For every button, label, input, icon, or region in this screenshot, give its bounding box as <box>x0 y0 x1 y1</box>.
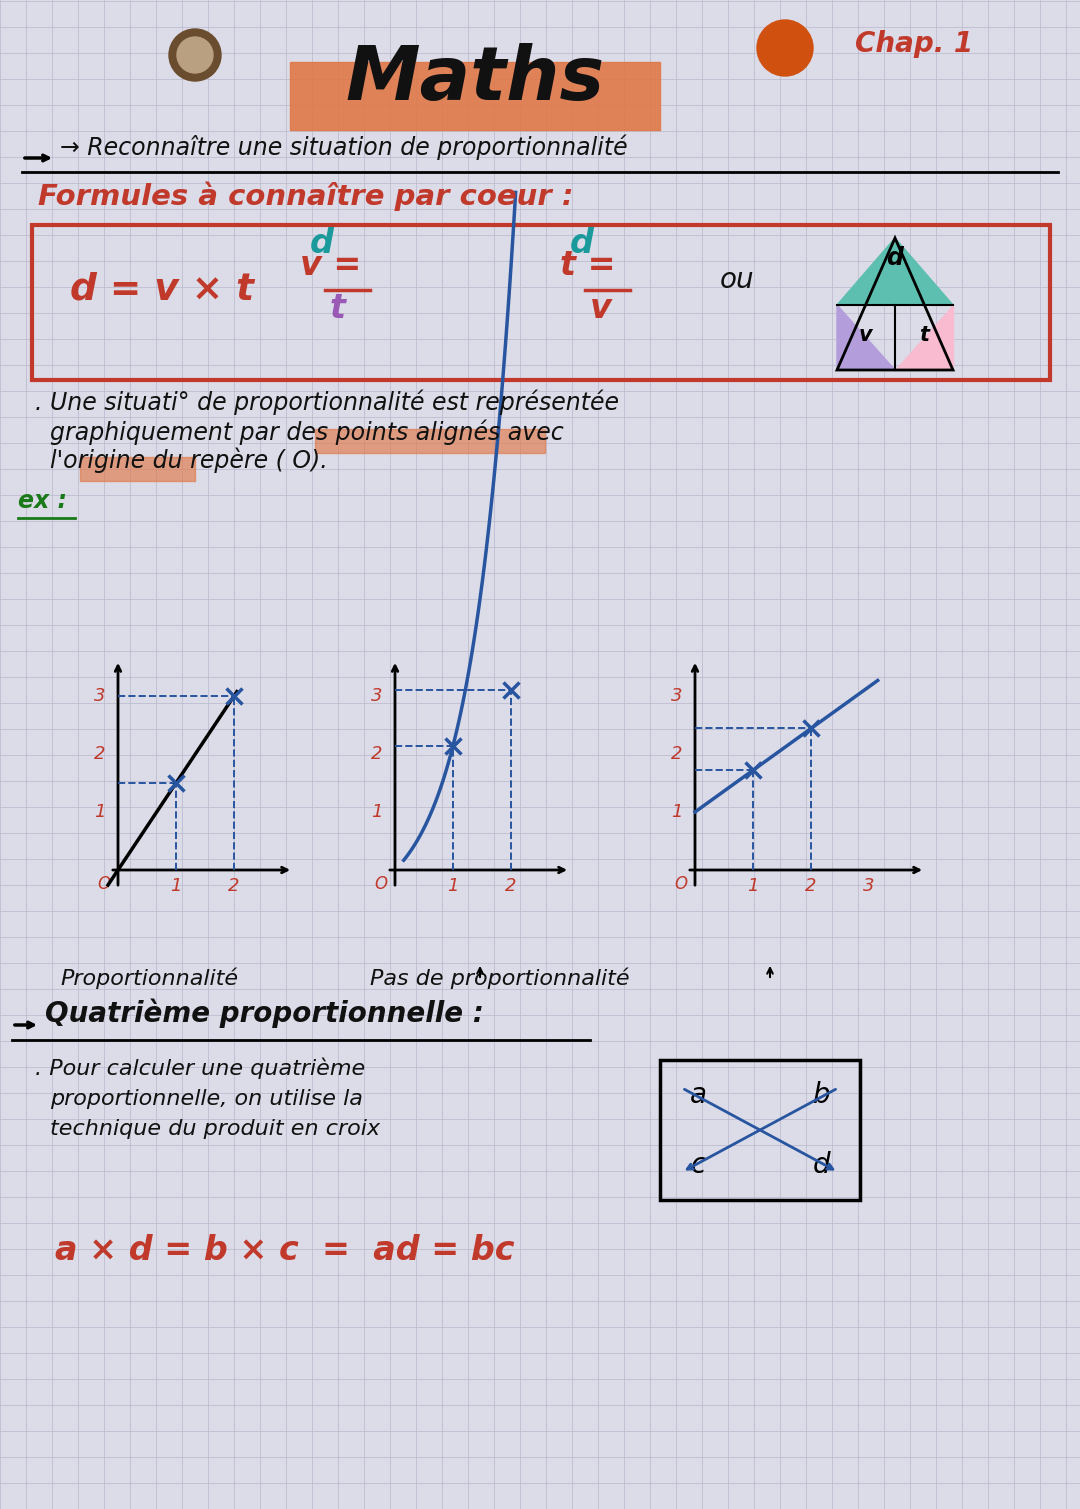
Text: d: d <box>887 246 904 270</box>
Text: Formules à connaître par coeur :: Formules à connaître par coeur : <box>38 181 573 211</box>
Text: → Reconnaître une situation de proportionnalité: → Reconnaître une situation de proportio… <box>60 134 627 160</box>
Text: 3: 3 <box>863 877 875 895</box>
Text: technique du produit en croix: technique du produit en croix <box>50 1120 380 1139</box>
Bar <box>291 62 660 130</box>
Text: 2: 2 <box>672 745 683 764</box>
Text: 3: 3 <box>94 687 106 705</box>
Text: t: t <box>330 293 346 324</box>
Text: O: O <box>97 875 110 893</box>
Text: a × d = b × c  =  ad = bc: a × d = b × c = ad = bc <box>55 1234 514 1268</box>
Polygon shape <box>837 238 953 305</box>
Text: d = v × t: d = v × t <box>70 272 254 308</box>
Text: 1: 1 <box>447 877 459 895</box>
Bar <box>315 429 545 453</box>
Text: Pas de proportionnalité: Pas de proportionnalité <box>370 967 630 988</box>
Text: 2: 2 <box>94 745 106 764</box>
Bar <box>80 457 195 481</box>
Text: O: O <box>674 875 688 893</box>
Bar <box>32 225 1050 380</box>
Text: t: t <box>919 324 929 346</box>
Text: 2: 2 <box>372 745 382 764</box>
Text: . Une situati° de proportionnalité est représentée: . Une situati° de proportionnalité est r… <box>35 389 619 415</box>
Circle shape <box>757 20 813 75</box>
Text: a: a <box>689 1080 706 1109</box>
Text: d: d <box>310 226 334 260</box>
Text: v: v <box>590 293 611 324</box>
Text: Chap. 1: Chap. 1 <box>855 30 973 57</box>
Text: 1: 1 <box>94 803 106 821</box>
Text: 1: 1 <box>747 877 759 895</box>
Text: 2: 2 <box>228 877 240 895</box>
Text: d: d <box>570 226 594 260</box>
Text: d: d <box>813 1151 831 1179</box>
Text: 3: 3 <box>672 687 683 705</box>
Polygon shape <box>895 305 953 370</box>
Text: graphiquement par des points alignés avec: graphiquement par des points alignés ave… <box>50 420 564 445</box>
Text: l'origine du repère ( O).: l'origine du repère ( O). <box>50 448 327 472</box>
Bar <box>660 1059 860 1200</box>
Text: v: v <box>860 324 873 346</box>
Text: 3: 3 <box>372 687 382 705</box>
Text: 1: 1 <box>372 803 382 821</box>
Text: 1: 1 <box>171 877 181 895</box>
Polygon shape <box>837 305 895 370</box>
Text: t =: t = <box>561 249 616 282</box>
Text: 2: 2 <box>806 877 816 895</box>
Text: 2: 2 <box>505 877 516 895</box>
Text: O: O <box>375 875 388 893</box>
Circle shape <box>168 29 221 81</box>
Text: . Pour calculer une quatrième: . Pour calculer une quatrième <box>35 1058 365 1079</box>
Text: c: c <box>690 1151 705 1179</box>
Text: proportionnelle, on utilise la: proportionnelle, on utilise la <box>50 1089 363 1109</box>
Text: v =: v = <box>300 249 362 282</box>
Text: Proportionnalité: Proportionnalité <box>60 967 238 988</box>
Text: Quatrième proportionnelle :: Quatrième proportionnelle : <box>45 999 484 1028</box>
Text: 1: 1 <box>672 803 683 821</box>
Text: ex :: ex : <box>18 489 67 513</box>
Text: Maths: Maths <box>346 42 605 116</box>
Text: ou: ou <box>720 266 755 294</box>
Text: b: b <box>813 1080 831 1109</box>
Circle shape <box>177 38 213 72</box>
